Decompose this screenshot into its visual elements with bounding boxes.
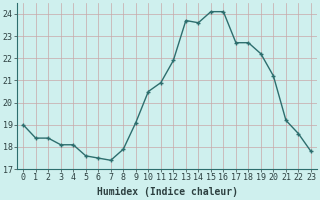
X-axis label: Humidex (Indice chaleur): Humidex (Indice chaleur) [97, 187, 237, 197]
